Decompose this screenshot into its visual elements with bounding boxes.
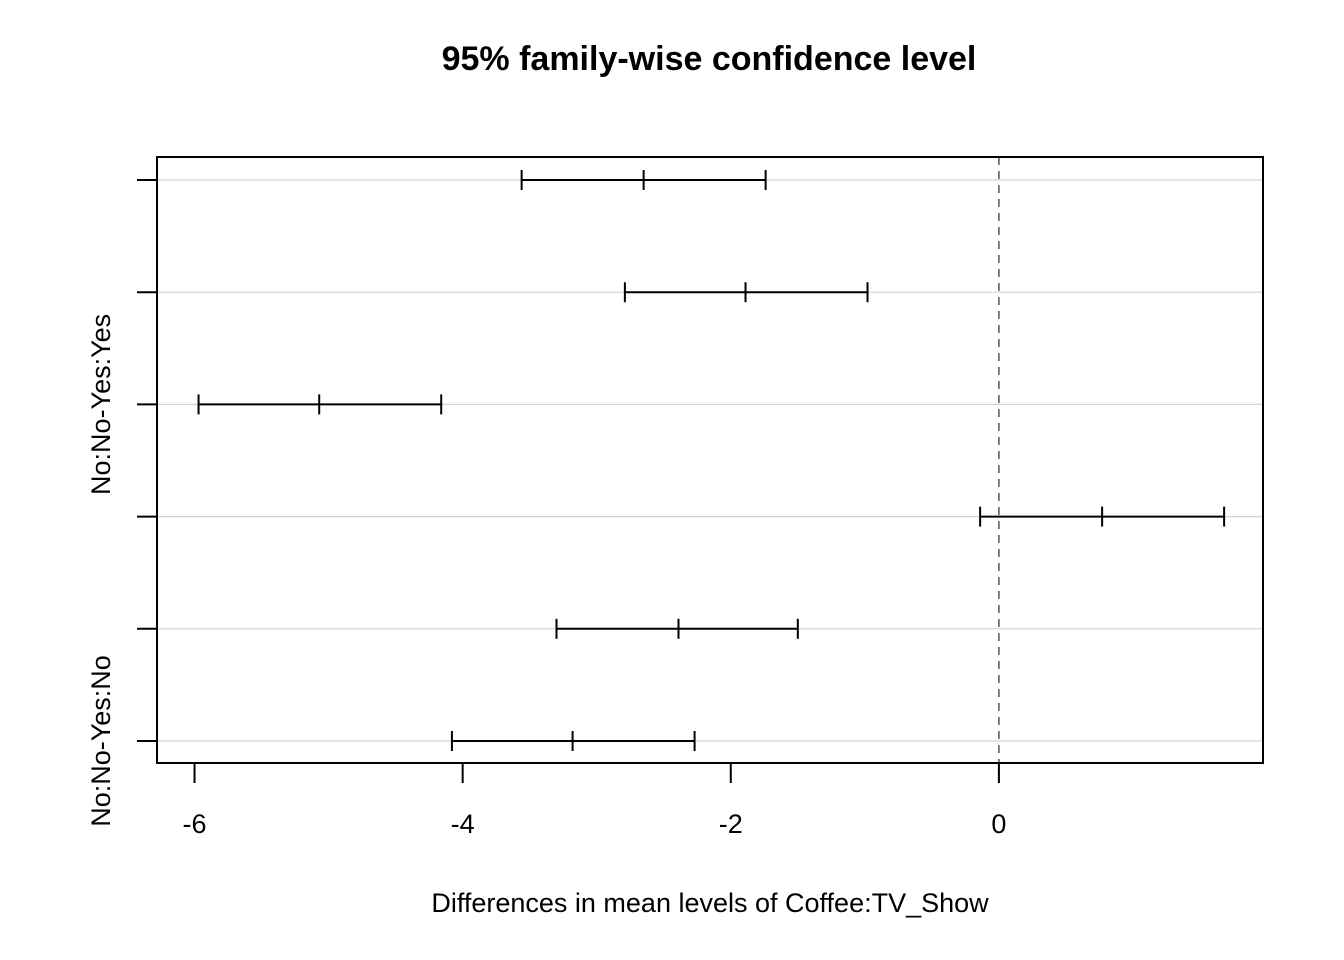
y-tick-label: No:No-Yes:No <box>86 655 116 827</box>
confidence-intervals <box>197 170 1226 751</box>
grid-lines <box>157 179 1263 742</box>
x-tick-label: 0 <box>991 809 1006 839</box>
y-tick-label: No:No-Yes:Yes <box>86 314 116 495</box>
interval-6 <box>520 170 767 190</box>
x-tick-label: -4 <box>451 809 475 839</box>
x-axis-label: Differences in mean levels of Coffee:TV_… <box>431 888 989 918</box>
interval-5 <box>623 282 869 303</box>
interval-3 <box>979 506 1226 527</box>
interval-1 <box>450 731 696 751</box>
plot-frame <box>156 156 1264 764</box>
x-tick-label: -6 <box>183 809 207 839</box>
chart-title: 95% family-wise confidence level <box>442 40 977 78</box>
y-axis: No:No-Yes:No No:No-Yes:Yes <box>86 179 157 827</box>
interval-4 <box>197 394 443 415</box>
x-tick-label: -2 <box>719 809 743 839</box>
x-axis: -6 -4 -2 0 <box>183 763 1006 839</box>
interval-2 <box>555 618 799 639</box>
